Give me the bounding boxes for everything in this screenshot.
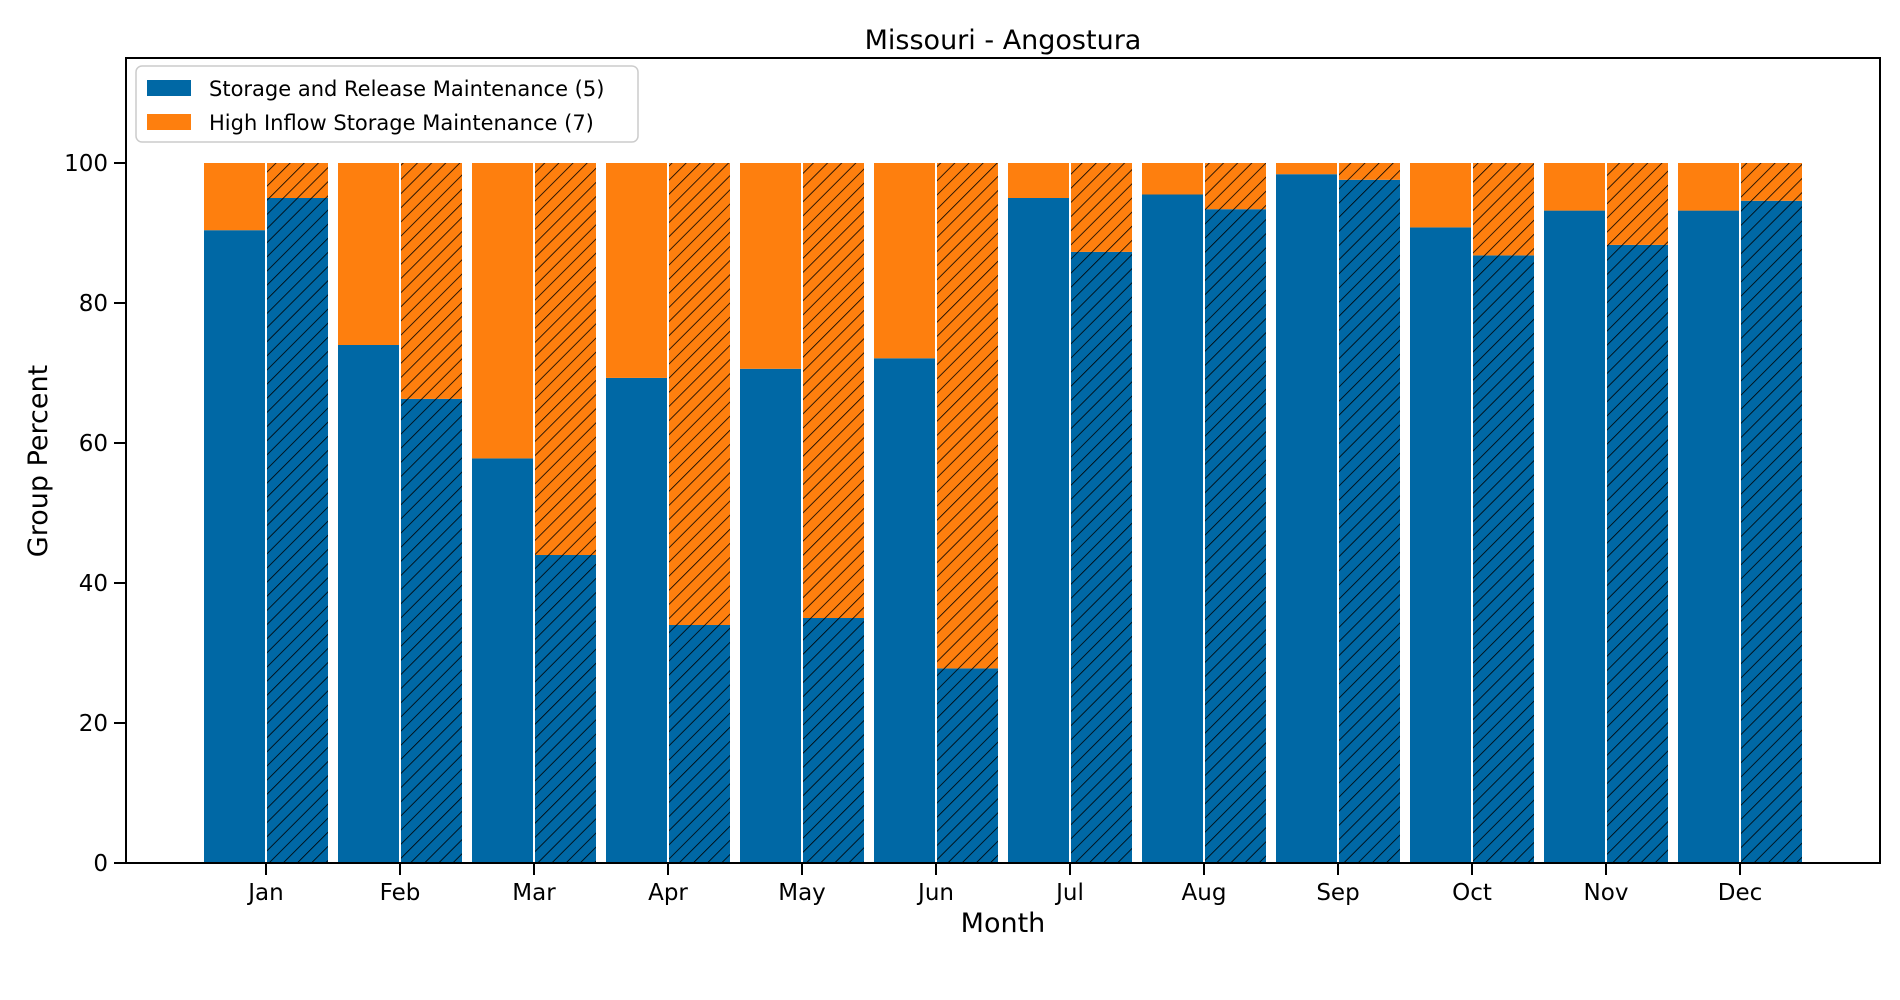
x-tick-label-may: May <box>778 880 826 906</box>
legend: Storage and Release Maintenance (5) High … <box>135 65 639 143</box>
legend-entry-high-inflow-swatch <box>147 114 191 130</box>
bar-oct-plain-storage-release <box>1410 227 1471 863</box>
bar-apr-plain-storage-release <box>606 377 667 863</box>
bar-mar-plain-storage-release <box>472 458 533 863</box>
legend-entry-storage-release-swatch <box>147 80 191 96</box>
x-tick-label-oct: Oct <box>1452 880 1492 906</box>
x-tick-label-jul: Jul <box>1054 880 1084 906</box>
plot-frame <box>125 57 1881 864</box>
bar-may-plain-storage-release <box>740 368 801 863</box>
x-tick-label-aug: Aug <box>1182 880 1227 906</box>
y-tick-label-40: 40 <box>79 571 108 597</box>
bar-jun-plain-high-inflow <box>874 163 935 359</box>
x-tick-label-sep: Sep <box>1316 880 1359 906</box>
bar-feb-hatch-overlay <box>401 163 462 863</box>
bar-nov-plain-high-inflow <box>1544 163 1605 211</box>
bar-may-plain-high-inflow <box>740 163 801 369</box>
legend-box <box>135 65 639 143</box>
bar-apr-plain-high-inflow <box>606 163 667 378</box>
bar-jul-plain-high-inflow <box>1008 163 1069 198</box>
bar-aug-plain-high-inflow <box>1142 163 1203 195</box>
bars-layer <box>204 163 1802 864</box>
y-axis-label: Group Percent <box>23 365 54 557</box>
y-tick-label-20: 20 <box>79 711 108 737</box>
bar-nov-hatch-overlay <box>1607 163 1668 863</box>
bar-jan-plain-high-inflow <box>204 163 265 231</box>
bar-mar-hatch-overlay <box>535 163 596 863</box>
bar-dec-hatch-overlay <box>1741 163 1802 863</box>
x-tick-label-jun: Jun <box>916 880 954 906</box>
bar-mar-plain-high-inflow <box>472 163 533 459</box>
x-tick-label-feb: Feb <box>380 880 421 906</box>
bar-sep-hatch-overlay <box>1339 163 1400 863</box>
x-tick-label-apr: Apr <box>648 880 688 906</box>
x-tick-label-nov: Nov <box>1584 880 1629 906</box>
bar-dec-plain-high-inflow <box>1678 163 1739 211</box>
bar-oct-plain-high-inflow <box>1410 163 1471 228</box>
bar-sep-plain-storage-release <box>1276 174 1337 863</box>
x-axis-label: Month <box>961 908 1046 939</box>
bar-feb-plain-storage-release <box>338 345 399 863</box>
bar-aug-plain-storage-release <box>1142 194 1203 863</box>
legend-entry-storage-release-label: Storage and Release Maintenance (5) <box>209 77 604 101</box>
bar-feb-plain-high-inflow <box>338 163 399 345</box>
bar-jul-hatch-overlay <box>1071 163 1132 863</box>
bar-oct-hatch-overlay <box>1473 163 1534 863</box>
bar-aug-hatch-overlay <box>1205 163 1266 863</box>
y-tick-label-60: 60 <box>79 431 108 457</box>
axes-layer: 0 20 40 60 80 100 Jan Feb Mar Apr May Jun Jul Aug Sep O… <box>64 57 1881 906</box>
x-tick-label-jan: Jan <box>246 880 283 906</box>
y-tick-label-80: 80 <box>79 291 108 317</box>
chart-title: Missouri - Angostura <box>865 25 1142 56</box>
bar-jan-hatch-overlay <box>267 163 328 863</box>
bar-may-hatch-overlay <box>803 163 864 863</box>
legend-entry-high-inflow-label: High Inflow Storage Maintenance (7) <box>209 111 594 135</box>
bar-jul-plain-storage-release <box>1008 198 1069 863</box>
bar-apr-hatch-overlay <box>669 163 730 863</box>
bar-dec-plain-storage-release <box>1678 210 1739 864</box>
x-tick-label-dec: Dec <box>1718 880 1763 906</box>
bar-sep-plain-high-inflow <box>1276 163 1337 175</box>
y-tick-label-0: 0 <box>93 851 108 877</box>
bar-jun-plain-storage-release <box>874 358 935 863</box>
bar-jan-plain-storage-release <box>204 230 265 863</box>
x-tick-label-mar: Mar <box>512 880 556 906</box>
bar-jun-hatch-overlay <box>937 163 998 863</box>
y-tick-label-100: 100 <box>64 151 108 177</box>
bar-nov-plain-storage-release <box>1544 210 1605 864</box>
